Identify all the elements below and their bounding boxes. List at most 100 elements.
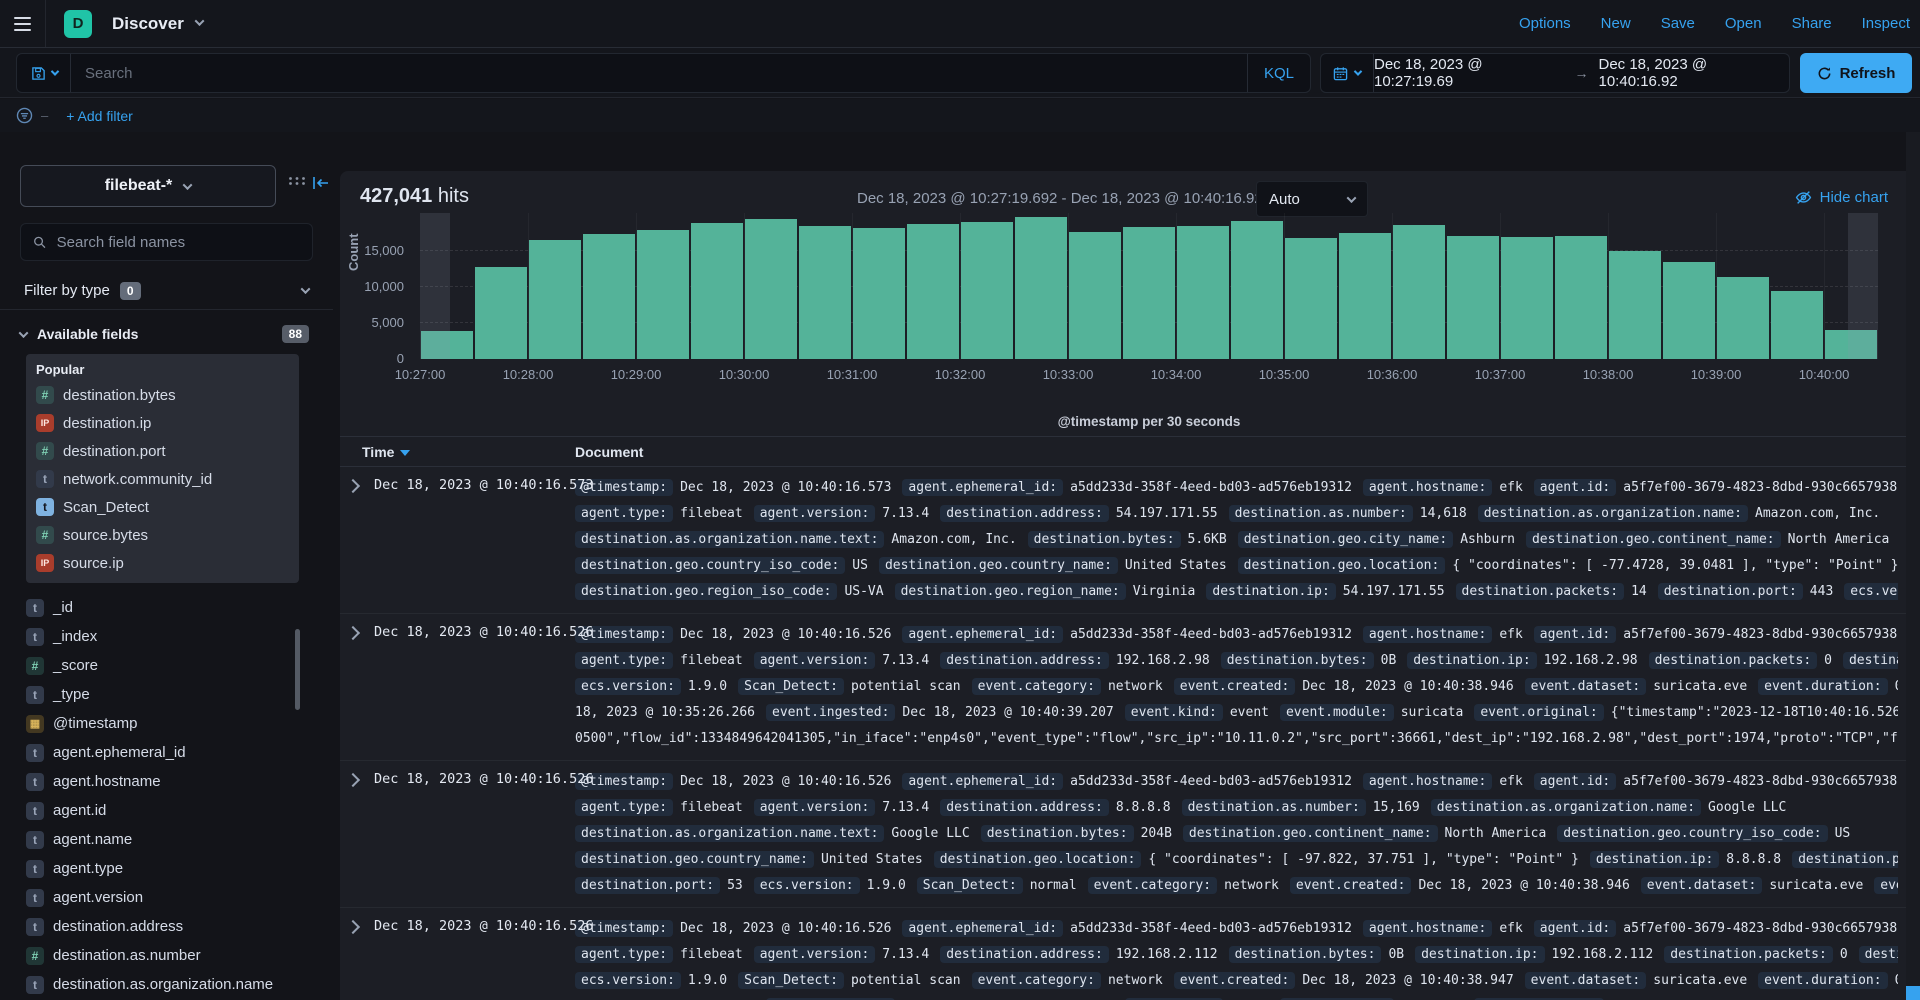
page-scrollbar-track[interactable] xyxy=(1906,132,1920,1000)
histogram-bar[interactable] xyxy=(691,223,743,359)
histogram xyxy=(420,213,1878,359)
app-logo[interactable]: D xyxy=(64,10,92,38)
field-item-agent.hostname[interactable]: tagent.hostname xyxy=(0,767,333,796)
field-item-agent.ephemeral_id[interactable]: tagent.ephemeral_id xyxy=(0,738,333,767)
expand-document-icon[interactable] xyxy=(346,920,360,934)
hide-chart-button[interactable]: Hide chart xyxy=(1795,189,1888,206)
field-item-destination.as.number[interactable]: #destination.as.number xyxy=(0,941,333,970)
histogram-bar[interactable] xyxy=(1501,237,1553,359)
add-filter-button[interactable]: + Add filter xyxy=(66,108,133,124)
field-item-_id[interactable]: t_id xyxy=(0,593,333,622)
field-item-source.bytes[interactable]: #source.bytes xyxy=(32,521,293,549)
histogram-bar[interactable] xyxy=(475,267,527,360)
histogram-bar[interactable] xyxy=(1015,217,1067,359)
expand-document-icon[interactable] xyxy=(346,626,360,640)
field-value: 204B xyxy=(1141,826,1172,841)
nav-link-open[interactable]: Open xyxy=(1725,15,1762,32)
histogram-bar[interactable] xyxy=(1393,225,1445,359)
x-axis-title: @timestamp per 30 seconds xyxy=(1058,414,1241,429)
field-value: 1.9.0 xyxy=(688,679,727,694)
histogram-bar[interactable] xyxy=(1771,291,1823,359)
field-item-agent.type[interactable]: tagent.type xyxy=(0,854,333,883)
field-item-Scan_Detect[interactable]: tScan_Detect xyxy=(32,493,293,521)
histogram-bar[interactable] xyxy=(583,234,635,359)
end-date[interactable]: Dec 18, 2023 @ 10:40:16.92 xyxy=(1599,56,1790,90)
saved-query-button[interactable] xyxy=(17,54,71,92)
field-item-source.ip[interactable]: IPsource.ip xyxy=(32,549,293,577)
histogram-bar[interactable] xyxy=(1447,236,1499,359)
field-item-destination.as.organization.name[interactable]: tdestination.as.organization.name xyxy=(0,970,333,999)
field-value: a5f7ef00-3679-4823-8dbd-930c66579381 xyxy=(1623,921,1898,936)
field-item-destination.port[interactable]: #destination.port xyxy=(32,437,293,465)
histogram-bar[interactable] xyxy=(1663,262,1715,359)
field-label: Scan_Detect xyxy=(63,499,149,516)
histogram-bar[interactable] xyxy=(1123,227,1175,359)
menu-hamburger-icon[interactable] xyxy=(0,0,46,47)
collapse-sidebar-icon[interactable] xyxy=(312,176,330,190)
app-title-chevron-icon[interactable] xyxy=(194,16,204,26)
field-search[interactable] xyxy=(20,223,313,261)
string-field-icon: t xyxy=(26,686,44,704)
field-item-network.community_id[interactable]: tnetwork.community_id xyxy=(32,465,293,493)
histogram-bar[interactable] xyxy=(961,222,1013,359)
start-date[interactable]: Dec 18, 2023 @ 10:27:19.69 xyxy=(1374,56,1565,90)
query-language-button[interactable]: KQL xyxy=(1247,54,1310,92)
field-name-chip: destination.port: xyxy=(1859,946,1898,963)
interval-select[interactable]: Auto xyxy=(1256,181,1368,217)
expand-document-icon[interactable] xyxy=(346,479,360,493)
histogram-bar[interactable] xyxy=(745,219,797,359)
field-name-chip: event.created: xyxy=(1290,877,1412,894)
nav-link-new[interactable]: New xyxy=(1601,15,1631,32)
field-item-destination.ip[interactable]: IPdestination.ip xyxy=(32,409,293,437)
histogram-bar[interactable] xyxy=(1609,251,1661,359)
field-list-scrollbar-thumb[interactable] xyxy=(295,629,300,710)
histogram-bar[interactable] xyxy=(853,228,905,359)
expand-document-icon[interactable] xyxy=(346,773,360,787)
field-name-chip: event.created: xyxy=(1174,678,1296,695)
string-field-icon: t xyxy=(26,628,44,646)
histogram-bar[interactable] xyxy=(1285,238,1337,359)
field-value: 14 xyxy=(1631,584,1647,599)
nav-link-share[interactable]: Share xyxy=(1792,15,1832,32)
histogram-bar[interactable] xyxy=(1555,236,1607,359)
field-item-_score[interactable]: #_score xyxy=(0,651,333,680)
histogram-bar[interactable] xyxy=(637,230,689,359)
nav-link-save[interactable]: Save xyxy=(1661,15,1695,32)
histogram-bar[interactable] xyxy=(799,226,851,359)
filter-icon[interactable] xyxy=(16,107,33,124)
calendar-icon xyxy=(1333,66,1348,81)
field-item-destination.bytes[interactable]: #destination.bytes xyxy=(32,381,293,409)
histogram-bar[interactable] xyxy=(1069,232,1121,359)
nav-link-options[interactable]: Options xyxy=(1519,15,1571,32)
field-value: 1.9.0 xyxy=(867,878,906,893)
field-value: 0500","flow_id":1334849642041305,"in_ifa… xyxy=(575,731,1898,746)
field-value: a5f7ef00-3679-4823-8dbd-930c66579381 xyxy=(1623,774,1898,789)
available-fields-header[interactable]: Available fields 88 xyxy=(0,318,333,350)
field-item-agent.version[interactable]: tagent.version xyxy=(0,883,333,912)
histogram-bar[interactable] xyxy=(1717,277,1769,359)
field-item-_type[interactable]: t_type xyxy=(0,680,333,709)
interval-chevron-icon xyxy=(1347,193,1357,203)
histogram-bar[interactable] xyxy=(1339,233,1391,359)
field-search-input[interactable] xyxy=(57,234,300,251)
field-item-agent.name[interactable]: tagent.name xyxy=(0,825,333,854)
search-input[interactable]: Search KQL xyxy=(16,53,1311,93)
index-pattern-selector[interactable]: filebeat-* xyxy=(20,165,276,207)
nav-link-inspect[interactable]: Inspect xyxy=(1862,15,1910,32)
histogram-bar[interactable] xyxy=(907,224,959,359)
x-axis-tick: 10:34:00 xyxy=(1151,367,1202,382)
field-item-@timestamp[interactable]: ▦@timestamp xyxy=(0,709,333,738)
calendar-button[interactable] xyxy=(1321,54,1374,92)
filter-by-type[interactable]: Filter by type 0 xyxy=(0,272,333,310)
histogram-bar[interactable] xyxy=(529,240,581,359)
refresh-icon xyxy=(1817,66,1832,81)
field-item-_index[interactable]: t_index xyxy=(0,622,333,651)
field-item-destination.address[interactable]: tdestination.address xyxy=(0,912,333,941)
histogram-bar[interactable] xyxy=(1231,221,1283,359)
field-item-agent.id[interactable]: tagent.id xyxy=(0,796,333,825)
options-dots-icon[interactable] xyxy=(288,176,306,186)
refresh-button[interactable]: Refresh xyxy=(1800,53,1912,93)
time-column-header[interactable]: Time xyxy=(340,444,575,460)
field-value: Amazon.com, Inc. xyxy=(891,532,1016,547)
histogram-bar[interactable] xyxy=(1177,226,1229,359)
